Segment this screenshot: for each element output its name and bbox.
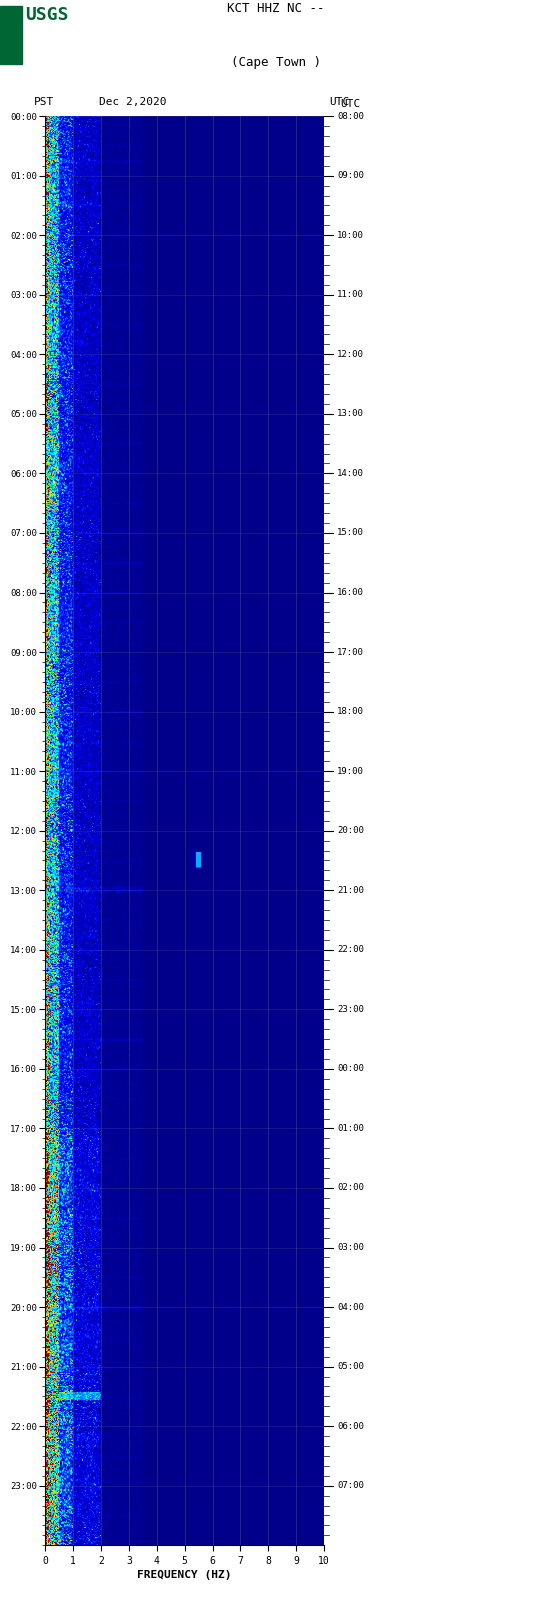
X-axis label: FREQUENCY (HZ): FREQUENCY (HZ) bbox=[137, 1569, 232, 1579]
Text: Dec 2,2020: Dec 2,2020 bbox=[99, 97, 167, 106]
Text: 05:00: 05:00 bbox=[337, 1361, 364, 1371]
Text: 00:00: 00:00 bbox=[337, 1065, 364, 1073]
Text: 04:00: 04:00 bbox=[337, 1303, 364, 1311]
Text: 16:00: 16:00 bbox=[337, 589, 364, 597]
Text: 13:00: 13:00 bbox=[337, 410, 364, 418]
Text: 02:00: 02:00 bbox=[337, 1184, 364, 1192]
Text: 19:00: 19:00 bbox=[337, 766, 364, 776]
Text: 20:00: 20:00 bbox=[337, 826, 364, 836]
Text: 08:00: 08:00 bbox=[337, 111, 364, 121]
Text: 12:00: 12:00 bbox=[337, 350, 364, 358]
Text: 22:00: 22:00 bbox=[337, 945, 364, 955]
Text: UTC: UTC bbox=[340, 98, 360, 110]
Text: 01:00: 01:00 bbox=[337, 1124, 364, 1132]
Text: 10:00: 10:00 bbox=[337, 231, 364, 240]
Text: 14:00: 14:00 bbox=[337, 469, 364, 477]
Text: 06:00: 06:00 bbox=[337, 1421, 364, 1431]
Text: 18:00: 18:00 bbox=[337, 706, 364, 716]
Text: 11:00: 11:00 bbox=[337, 290, 364, 300]
Text: 21:00: 21:00 bbox=[337, 886, 364, 895]
Text: 17:00: 17:00 bbox=[337, 647, 364, 656]
Text: 03:00: 03:00 bbox=[337, 1244, 364, 1252]
Text: 15:00: 15:00 bbox=[337, 529, 364, 537]
Text: 23:00: 23:00 bbox=[337, 1005, 364, 1015]
Bar bbox=[0, 6, 22, 65]
Text: 09:00: 09:00 bbox=[337, 171, 364, 181]
Text: UTC: UTC bbox=[330, 97, 350, 106]
Text: (Cape Town ): (Cape Town ) bbox=[231, 56, 321, 69]
Text: KCT HHZ NC --: KCT HHZ NC -- bbox=[227, 2, 325, 15]
Text: PST: PST bbox=[34, 97, 55, 106]
Text: USGS: USGS bbox=[25, 6, 68, 24]
Text: 07:00: 07:00 bbox=[337, 1481, 364, 1490]
